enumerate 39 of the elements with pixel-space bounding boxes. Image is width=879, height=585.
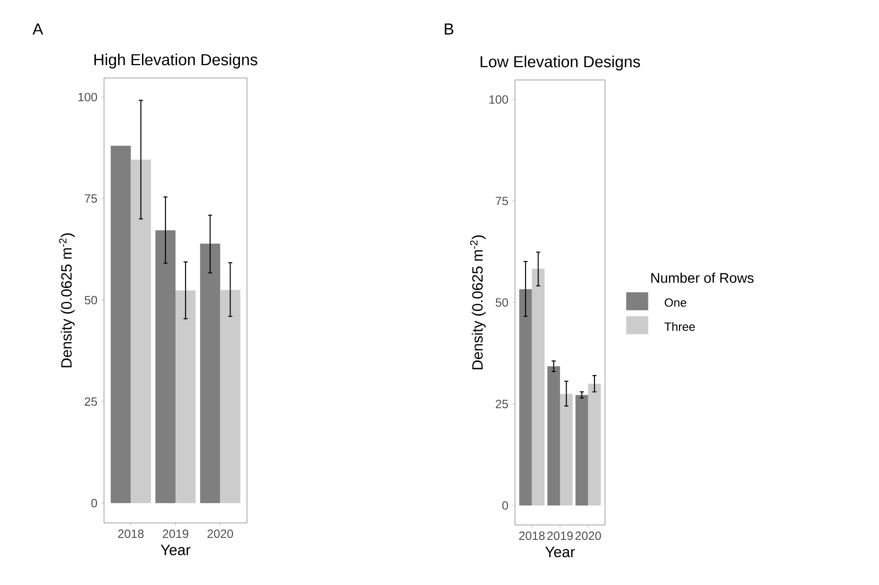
y-tick-label: 100 [78,92,98,102]
legend-label: Three [664,322,695,331]
y-tick-label: 25 [84,397,97,406]
x-tick-label: 2018 [519,532,545,540]
bar [110,146,131,504]
y-tick-label: 50 [84,296,98,304]
y-axis-title: Density (0.0625 m$^{-2}$) [59,233,75,368]
bar [519,289,532,506]
x-axis-title: Year [545,546,575,558]
y-tick-label: 0 [502,501,508,510]
x-tick-label: 2020 [575,532,601,540]
chart-title: High Elevation Designs [94,54,258,68]
legend-label: One [664,298,686,307]
bar [220,290,240,504]
bar [532,268,545,506]
legend-title: Number of Rows [651,272,754,283]
y-tick-label: 25 [496,400,508,408]
y-tick-label: 75 [496,196,508,206]
y-tick-label: 75 [84,194,97,203]
text: B [444,24,454,34]
bar [176,290,196,504]
bar [130,160,151,504]
bar [575,395,588,506]
y-tick-label: 100 [489,95,508,104]
y-tick-label: 50 [496,298,508,307]
y-tick-label: 0 [91,498,98,508]
bar [560,394,573,506]
bar [547,366,560,506]
bar [200,244,220,504]
x-tick-label: 2018 [118,530,144,538]
bar [155,230,176,504]
bar [588,384,601,506]
y-axis-title: Density (0.0625 m$^{-2}$) [470,235,486,370]
x-axis-title: Year [160,544,190,556]
text: A [32,24,44,34]
x-tick-label: 2019 [547,532,573,540]
chart-title: Low Elevation Designs [480,56,640,70]
x-tick-label: 2019 [162,530,188,538]
x-tick-label: 2020 [207,530,234,538]
